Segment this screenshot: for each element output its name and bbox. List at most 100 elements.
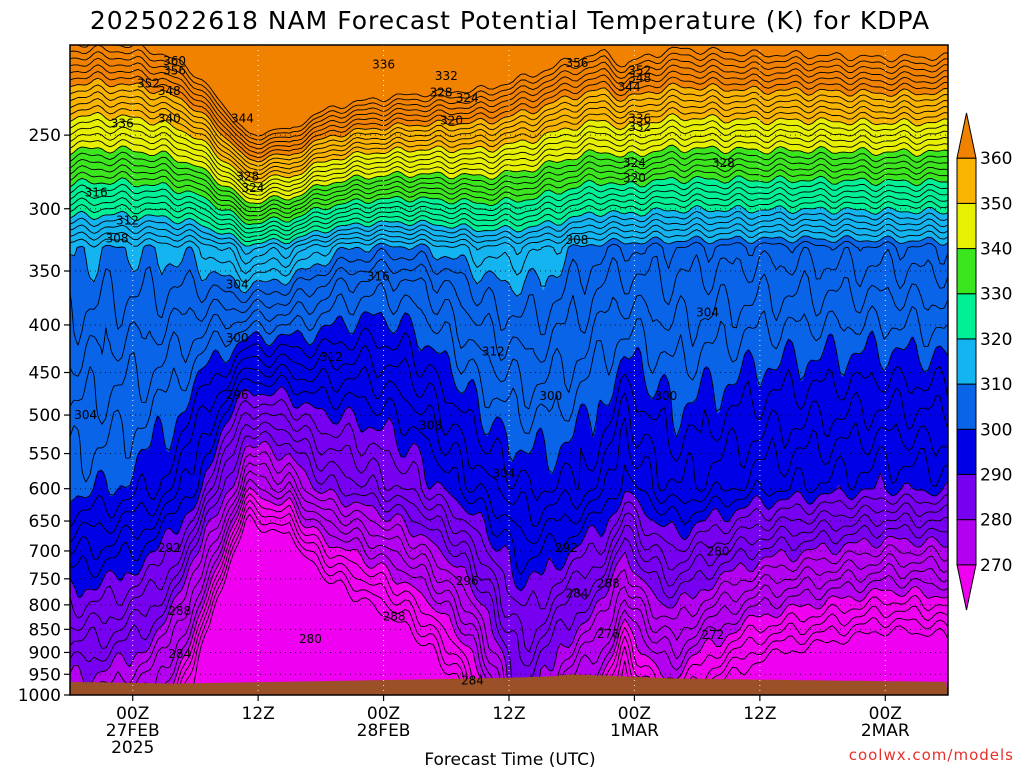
contour-line-320 (69, 205, 949, 247)
contour-label: 312 (116, 214, 139, 228)
contour-label: 284 (565, 587, 588, 601)
x-tick-label: 12Z (242, 704, 275, 724)
contour-label: 328 (430, 86, 453, 100)
y-tick-label: 700 (29, 542, 61, 562)
x-tick-label: 2MAR (861, 721, 910, 741)
chart-title: 2025022618 NAM Forecast Potential Temper… (90, 6, 930, 35)
colorbar-segment (956, 248, 977, 295)
colorbar-label: 340 (980, 240, 1012, 260)
contour-line-360 (69, 77, 949, 163)
contour-label: 296 (456, 574, 479, 588)
contour-line-310 (69, 235, 949, 297)
colorbar-label: 310 (980, 375, 1012, 395)
contour-label: 320 (623, 171, 646, 185)
x-tick-label: 00Z (367, 704, 400, 724)
contour-label: 280 (299, 632, 322, 646)
contour-line-302 (69, 282, 949, 483)
contour-label: 316 (85, 185, 108, 199)
y-tick-label: 1000 (18, 686, 61, 706)
contour-line-326 (69, 187, 949, 234)
contour-line-350 (69, 111, 949, 184)
contour-label: 348 (628, 71, 651, 85)
y-tick-label: 800 (29, 596, 61, 616)
contour-label: 336 (372, 58, 395, 72)
contour-line-304 (69, 269, 949, 425)
contour-label: 308 (419, 418, 442, 432)
contour-label: 324 (623, 156, 646, 170)
contour-line-370 (69, 44, 949, 141)
contour-label: 328 (712, 156, 735, 170)
contour-label: 276 (597, 627, 620, 641)
colorbar-label: 300 (980, 420, 1012, 440)
y-tick-label: 650 (29, 512, 61, 532)
contour-label: 296 (226, 388, 249, 402)
contour-line-334 (69, 163, 949, 217)
contour-label: 292 (158, 541, 181, 555)
contour-label: 348 (158, 84, 181, 98)
terrain (70, 674, 948, 695)
contour-label: 304 (492, 467, 515, 481)
contour-line-284 (69, 421, 949, 667)
colorbar-label: 350 (980, 194, 1012, 214)
contour-line-336 (69, 157, 949, 213)
y-tick-label: 550 (29, 445, 61, 465)
contour-line-308 (69, 240, 949, 346)
contour-label: 280 (707, 545, 730, 559)
contour-line-266 (176, 499, 949, 696)
y-tick-label: 450 (29, 364, 61, 384)
colorbar: 360 350 340 330 320 310 300 290 280 270 (956, 112, 1012, 611)
contour-line-274 (136, 470, 949, 696)
y-tick-label: 500 (29, 406, 61, 426)
colorbar-label: 270 (980, 556, 1012, 576)
colorbar-segment (956, 338, 977, 385)
contour-label: 288 (168, 604, 191, 618)
x-tick-label: 2025 (111, 738, 154, 758)
colorbar-segment (956, 293, 977, 340)
contour-line-294 (69, 363, 949, 560)
x-axis-label: Forecast Time (UTC) (424, 750, 595, 768)
colorbar-segment (956, 157, 977, 204)
y-tick-label: 250 (29, 126, 61, 146)
contour-line-340 (69, 144, 949, 205)
colorbar-segment (956, 473, 977, 521)
contour-line-330 (69, 175, 949, 226)
y-tick-label: 600 (29, 480, 61, 500)
contour-label: 340 (158, 112, 181, 126)
contour-line-314 (69, 223, 949, 275)
x-tick-label: 1MAR (610, 721, 659, 741)
y-tick-label: 950 (29, 665, 61, 685)
contour-label: 284 (168, 647, 191, 661)
contour-line-338 (69, 150, 949, 209)
contour-label: 312 (482, 344, 505, 358)
colorbar-segment (956, 519, 977, 566)
contour-line-332 (69, 169, 949, 221)
contour-label: 332 (628, 120, 651, 134)
contour-line-348 (69, 118, 949, 188)
colorbar-label: 320 (980, 330, 1012, 350)
contour-line-288 (69, 398, 949, 619)
credit-link[interactable]: coolwx.com/models (849, 746, 1014, 764)
contour-label: 336 (111, 117, 134, 131)
contour-label: 356 (163, 63, 186, 77)
colorbar-label: 360 (980, 149, 1012, 169)
contour-line-272 (159, 478, 949, 696)
contour-label: 352 (628, 63, 651, 77)
contour-line-318 (69, 211, 949, 255)
contour-line-300 (69, 311, 949, 503)
contour-label: 300 (226, 331, 249, 345)
contour-label: 312 (320, 350, 343, 364)
contour-label: 316 (367, 270, 390, 284)
contour-line-342 (69, 138, 949, 200)
colorbar-segment (956, 383, 977, 430)
contour-line-296 (69, 344, 949, 543)
contour-label: 352 (137, 76, 160, 90)
contour-label: 308 (106, 232, 129, 246)
contour-label: 356 (565, 56, 588, 70)
y-tick-label: 350 (29, 262, 61, 282)
colorbar-label: 280 (980, 511, 1012, 531)
contour-label: 288 (383, 609, 406, 623)
contour-line-328 (69, 181, 949, 230)
y-tick-label: 300 (29, 200, 61, 220)
